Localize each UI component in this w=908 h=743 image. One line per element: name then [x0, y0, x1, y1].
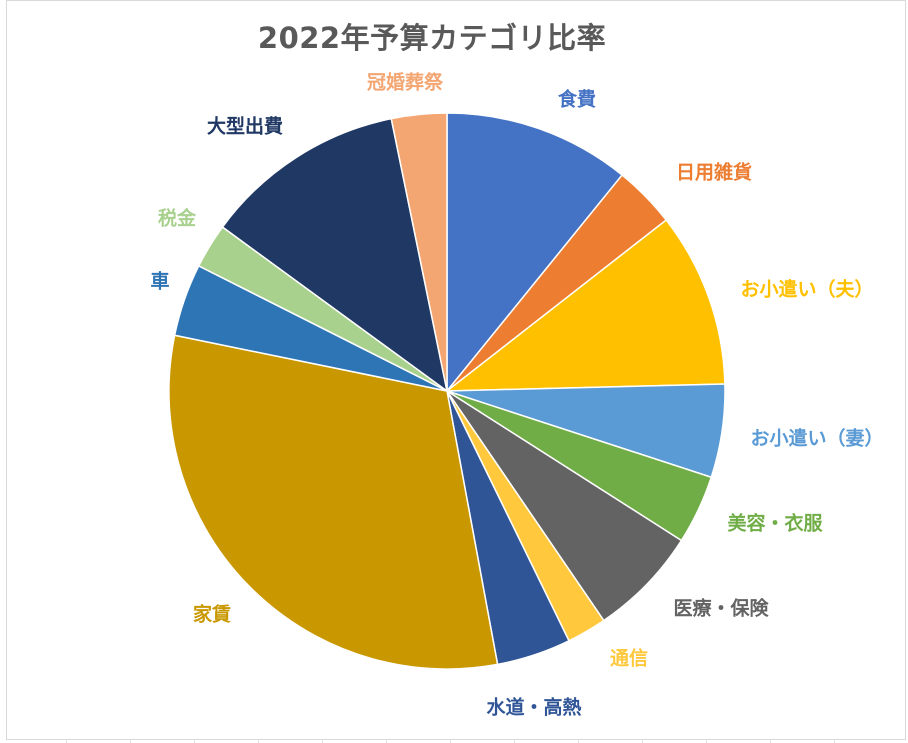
slice-label: 車 [150, 270, 169, 293]
pie-slice [446, 112, 624, 394]
slice-label: お小遣い（妻） [750, 427, 883, 450]
slice-label: お小遣い（夫） [740, 278, 873, 301]
chart-title: 2022年予算カテゴリ比率 [257, 21, 607, 55]
slice-label: 税金 [158, 207, 197, 230]
pie-slice [444, 218, 726, 392]
chart-area: 2022年予算カテゴリ比率 食費日用雑貨お小遣い（夫） お小遣い（妻） 美容・衣服医… [6, 0, 906, 740]
slice-label: 冠婚葬祭 [367, 71, 444, 94]
slice-label: 医療・保険 [673, 597, 769, 620]
slice-label: 大型出費 [207, 115, 283, 138]
pie-slice [168, 334, 499, 670]
slice-label: 通信 [610, 647, 648, 670]
slice-label: 水道・高熱 [486, 696, 581, 719]
slice-label: 家賃 [193, 603, 231, 626]
pie-slice [446, 390, 683, 622]
pie-slice [221, 117, 449, 393]
slice-label: 美容・衣服 [727, 512, 823, 535]
pie-slice [390, 112, 448, 392]
slice-label: 食費 [558, 88, 596, 111]
slice-label: 日用雑貨 [676, 161, 752, 184]
